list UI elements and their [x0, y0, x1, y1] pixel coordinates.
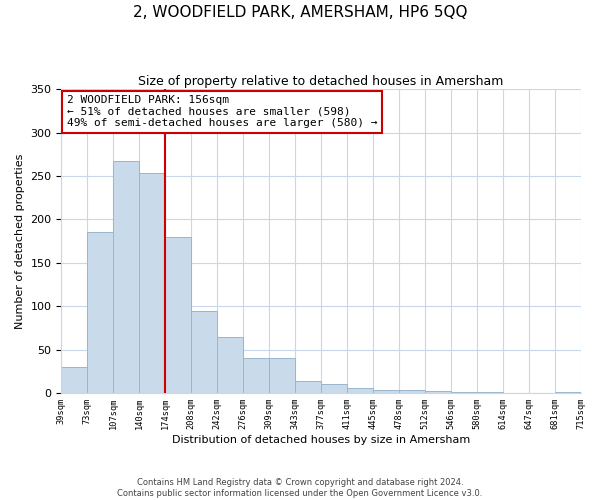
Bar: [269, 358, 295, 393]
Bar: [139, 174, 165, 393]
Title: Size of property relative to detached houses in Amersham: Size of property relative to detached ho…: [138, 75, 503, 88]
Bar: [191, 310, 217, 393]
Bar: [88, 232, 113, 393]
Bar: [399, 390, 425, 393]
Bar: [554, 392, 581, 393]
Bar: [165, 237, 191, 393]
Bar: [243, 358, 269, 393]
Text: 2, WOODFIELD PARK, AMERSHAM, HP6 5QQ: 2, WOODFIELD PARK, AMERSHAM, HP6 5QQ: [133, 5, 467, 20]
Bar: [373, 390, 399, 393]
Bar: [61, 367, 88, 393]
Bar: [113, 161, 139, 393]
Bar: [451, 392, 476, 393]
Bar: [321, 384, 347, 393]
Bar: [295, 381, 321, 393]
Text: Contains HM Land Registry data © Crown copyright and database right 2024.
Contai: Contains HM Land Registry data © Crown c…: [118, 478, 482, 498]
X-axis label: Distribution of detached houses by size in Amersham: Distribution of detached houses by size …: [172, 435, 470, 445]
Y-axis label: Number of detached properties: Number of detached properties: [15, 154, 25, 329]
Bar: [425, 392, 451, 393]
Text: 2 WOODFIELD PARK: 156sqm
← 51% of detached houses are smaller (598)
49% of semi-: 2 WOODFIELD PARK: 156sqm ← 51% of detach…: [67, 95, 377, 128]
Bar: [476, 392, 503, 393]
Bar: [217, 336, 243, 393]
Bar: [347, 388, 373, 393]
